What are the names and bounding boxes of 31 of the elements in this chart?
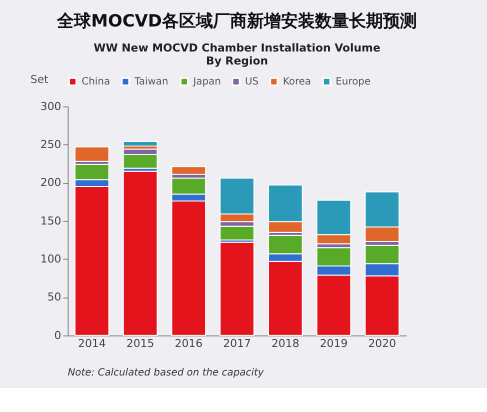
x-tick-label: 2016 — [174, 336, 203, 350]
y-tick-label: 50 — [47, 290, 62, 304]
chart-subtitle: WW New MOCVD Chamber Installation Volume By Region — [94, 42, 380, 68]
legend-label: Europe — [336, 76, 371, 88]
y-tick-label: 250 — [40, 138, 62, 152]
bar — [74, 146, 110, 162]
legend-label: US — [244, 76, 259, 88]
x-tick-label: 2014 — [78, 336, 106, 350]
x-tick-label: 2019 — [320, 336, 348, 350]
legend-label: Japan — [192, 76, 221, 88]
y-axis-title: Set — [30, 72, 50, 86]
x-tick-label: 2020 — [368, 336, 396, 350]
bar — [220, 226, 254, 240]
y-tick-label: 200 — [40, 176, 62, 190]
legend-label: Taiwan — [133, 76, 168, 88]
bar — [220, 242, 254, 336]
text: Note: Calculated based on the capacity — [68, 367, 264, 378]
bar — [122, 154, 158, 169]
x-tick-label: 2018 — [271, 336, 300, 350]
x-tick-label: 2017 — [223, 336, 251, 350]
y-tick-label: 100 — [40, 252, 62, 266]
y-tick-label: 0 — [54, 328, 62, 342]
chart-title: 全球MOCVD各区域厂商新增安装数量长期预测 — [56, 10, 417, 31]
legend-label: China — [82, 76, 110, 88]
y-tick-label: 150 — [40, 214, 62, 228]
legend-label: Korea — [282, 76, 312, 88]
bar — [122, 170, 158, 336]
bar — [122, 140, 158, 147]
y-tick-label: 300 — [40, 100, 62, 113]
bar — [171, 166, 206, 175]
x-tick-label: 2015 — [126, 336, 154, 350]
